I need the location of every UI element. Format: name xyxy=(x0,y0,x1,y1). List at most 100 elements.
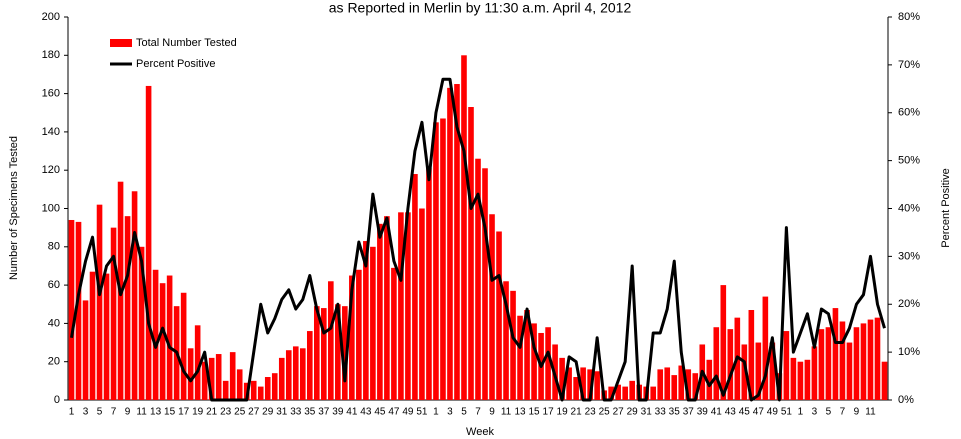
legend-label: Percent Positive xyxy=(136,58,215,70)
bar xyxy=(510,290,516,400)
x-tick-label: 11 xyxy=(865,407,876,418)
bar xyxy=(152,269,159,400)
x-tick-label: 3 xyxy=(83,407,89,418)
y2-tick-label: 50% xyxy=(898,155,920,167)
x-tick-label: 9 xyxy=(125,407,131,418)
x-tick-label: 37 xyxy=(318,407,330,418)
x-tick-label: 51 xyxy=(781,407,793,418)
y2-tick-label: 40% xyxy=(898,202,920,214)
x-tick-label: 17 xyxy=(543,407,555,418)
bar xyxy=(629,380,635,400)
bar xyxy=(412,174,418,400)
bar xyxy=(587,369,593,400)
bar xyxy=(839,321,846,400)
bar xyxy=(867,319,874,400)
x-tick-label: 41 xyxy=(711,407,723,418)
bar xyxy=(615,384,621,400)
y-tick-label: 140 xyxy=(42,126,60,138)
bar xyxy=(622,386,628,400)
x-tick-label: 23 xyxy=(585,407,597,418)
x-tick-label: 35 xyxy=(304,407,316,418)
bar xyxy=(559,357,565,400)
bar xyxy=(82,300,89,400)
x-tick-label: 29 xyxy=(627,407,639,418)
x-tick-label: 5 xyxy=(461,407,467,418)
bar xyxy=(398,212,404,400)
bar xyxy=(426,168,432,400)
bar xyxy=(419,208,425,400)
bar xyxy=(356,269,362,400)
bar xyxy=(804,359,811,400)
bar xyxy=(110,227,117,400)
x-tick-label: 7 xyxy=(111,407,117,418)
bar xyxy=(342,306,348,400)
bar xyxy=(292,346,299,400)
x-tick-label: 51 xyxy=(416,407,428,418)
x-tick-label: 45 xyxy=(374,407,386,418)
bar xyxy=(299,348,306,400)
x-tick-label: 11 xyxy=(501,407,512,418)
bar xyxy=(713,327,720,400)
x-tick-label: 21 xyxy=(571,407,583,418)
y-tick-label: 100 xyxy=(42,202,60,214)
x-tick-label: 5 xyxy=(826,407,832,418)
x-tick-label: 31 xyxy=(641,407,653,418)
y-axis-title: Number of Specimens Tested xyxy=(8,136,20,280)
x-tick-label: 25 xyxy=(234,407,246,418)
bar xyxy=(250,380,257,400)
bar xyxy=(671,375,678,400)
bar xyxy=(720,285,727,400)
bar xyxy=(440,118,446,401)
y-tick-label: 0 xyxy=(54,394,60,406)
bar xyxy=(363,241,369,400)
bar xyxy=(741,344,748,400)
chart-title: as Reported in Merlin by 11:30 a.m. Apri… xyxy=(329,0,632,16)
bar xyxy=(517,315,523,400)
x-tick-label: 3 xyxy=(812,407,818,418)
y2-tick-label: 20% xyxy=(898,298,920,310)
bar xyxy=(496,231,502,400)
x-tick-label: 23 xyxy=(220,407,232,418)
bar xyxy=(236,369,243,400)
bar xyxy=(166,275,173,400)
bar xyxy=(377,223,383,400)
bar xyxy=(314,306,320,400)
line xyxy=(70,77,886,402)
y-tick-label: 120 xyxy=(42,164,60,176)
x-tick-label: 9 xyxy=(854,407,860,418)
bar xyxy=(264,377,271,400)
bar xyxy=(96,204,103,400)
x-tick-label: 35 xyxy=(669,407,681,418)
bar xyxy=(349,275,355,400)
bar xyxy=(328,281,334,400)
legend-label: Total Number Tested xyxy=(136,37,237,49)
bar xyxy=(482,168,488,400)
x-tick-label: 33 xyxy=(290,407,302,418)
bar xyxy=(650,386,657,400)
bar xyxy=(881,361,888,400)
x-tick-label: 19 xyxy=(192,407,204,418)
x-tick-label: 33 xyxy=(655,407,667,418)
legend-swatch xyxy=(110,39,132,47)
x-tick-label: 43 xyxy=(360,407,372,418)
x-tick-label: 31 xyxy=(276,407,288,418)
x-tick-label: 15 xyxy=(529,407,541,418)
bar xyxy=(685,369,692,400)
x-tick-label: 11 xyxy=(136,407,147,418)
bar xyxy=(433,122,439,400)
y2-tick-label: 70% xyxy=(898,59,920,71)
bar xyxy=(818,329,825,400)
y-tick-label: 60 xyxy=(48,279,60,291)
bar xyxy=(692,373,699,400)
bar xyxy=(475,158,481,400)
bar xyxy=(285,350,292,400)
y-tick-label: 20 xyxy=(48,356,60,368)
bar xyxy=(846,342,853,400)
x-tick-label: 39 xyxy=(332,407,344,418)
x-tick-label: 27 xyxy=(248,407,260,418)
bar xyxy=(657,369,664,400)
x-tick-label: 49 xyxy=(402,407,414,418)
x-tick-label: 13 xyxy=(150,407,162,418)
bar xyxy=(503,281,509,400)
